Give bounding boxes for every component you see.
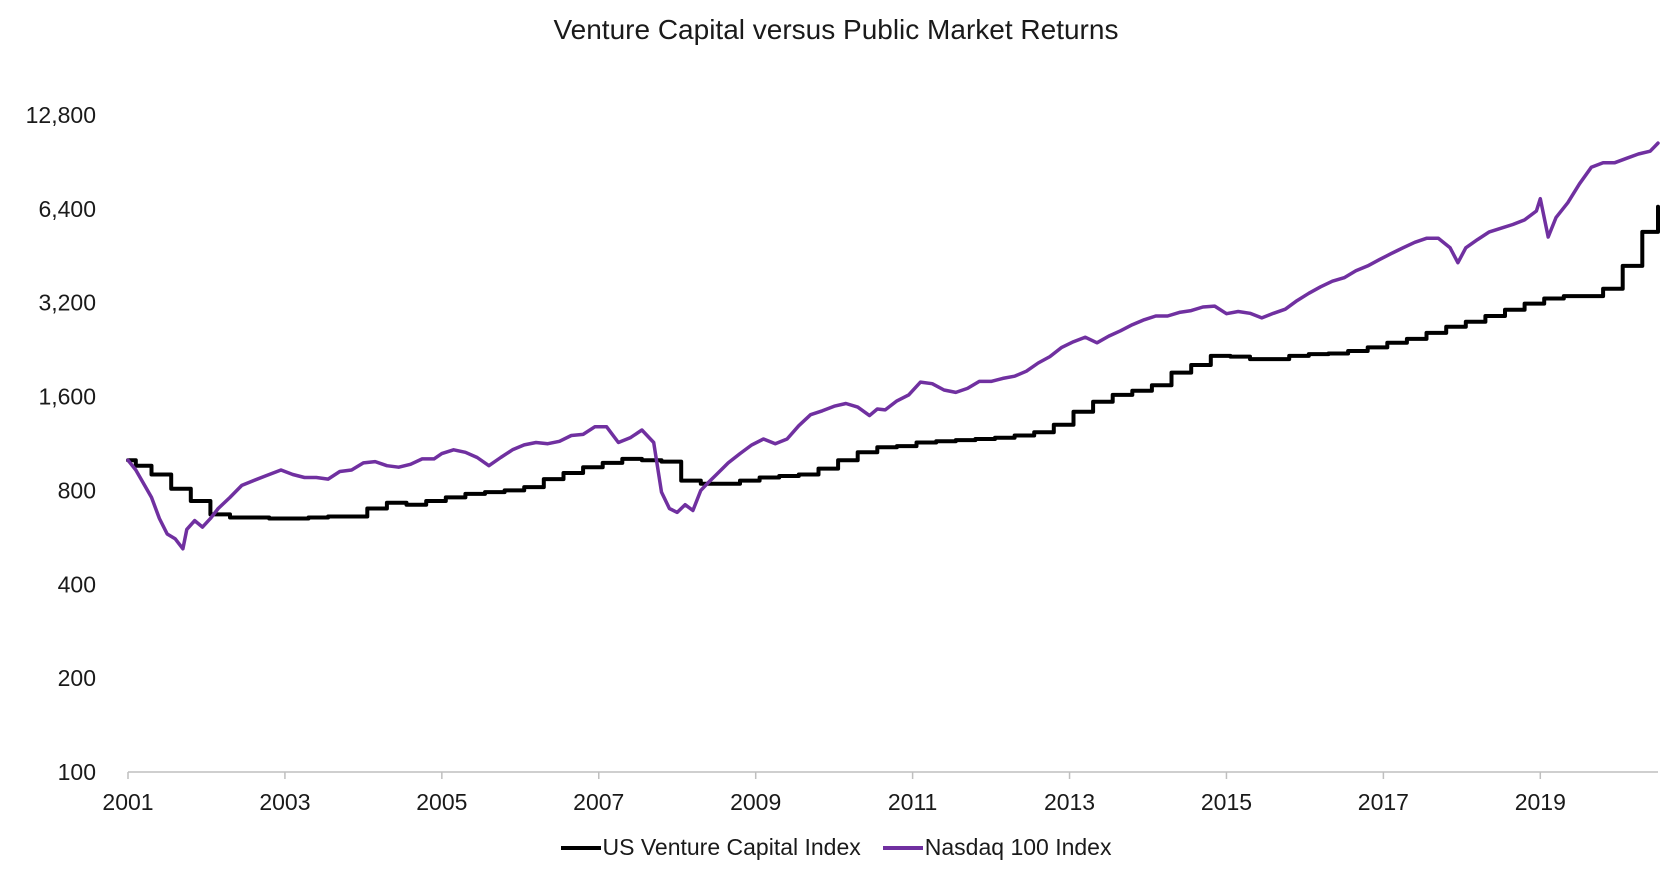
x-tick-label: 2009 xyxy=(730,789,781,815)
y-tick-label: 800 xyxy=(58,477,96,503)
y-tick-label: 1,600 xyxy=(38,384,96,410)
x-tick-label: 2017 xyxy=(1358,789,1409,815)
x-tick-label: 2013 xyxy=(1044,789,1095,815)
y-tick-label: 400 xyxy=(58,571,96,597)
legend-item-vc: US Venture Capital Index xyxy=(560,834,861,861)
chart-legend: US Venture Capital Index Nasdaq 100 Inde… xyxy=(0,834,1672,861)
x-tick-label: 2015 xyxy=(1201,789,1252,815)
x-tick-label: 2001 xyxy=(102,789,153,815)
legend-label-vc: US Venture Capital Index xyxy=(602,834,861,860)
series-line-venture-capital xyxy=(126,204,1660,521)
x-tick-label: 2007 xyxy=(573,789,624,815)
legend-label-nasdaq: Nasdaq 100 Index xyxy=(924,834,1112,860)
y-tick-label: 12,800 xyxy=(26,102,96,128)
y-tick-label: 200 xyxy=(58,665,96,691)
x-tick-label: 2019 xyxy=(1515,789,1566,815)
series-line-nasdaq-100 xyxy=(126,141,1660,551)
x-tick-label: 2005 xyxy=(416,789,467,815)
legend-swatch-vc xyxy=(560,845,601,850)
legend-swatch-nasdaq xyxy=(882,845,923,850)
x-tick-label: 2003 xyxy=(259,789,310,815)
y-tick-label: 100 xyxy=(58,759,96,785)
chart-title: Venture Capital versus Public Market Ret… xyxy=(553,14,1119,45)
y-tick-label: 6,400 xyxy=(38,196,96,222)
x-tick-label: 2011 xyxy=(888,789,937,815)
y-tick-label: 3,200 xyxy=(38,290,96,316)
legend-item-nasdaq: Nasdaq 100 Index xyxy=(882,834,1112,861)
